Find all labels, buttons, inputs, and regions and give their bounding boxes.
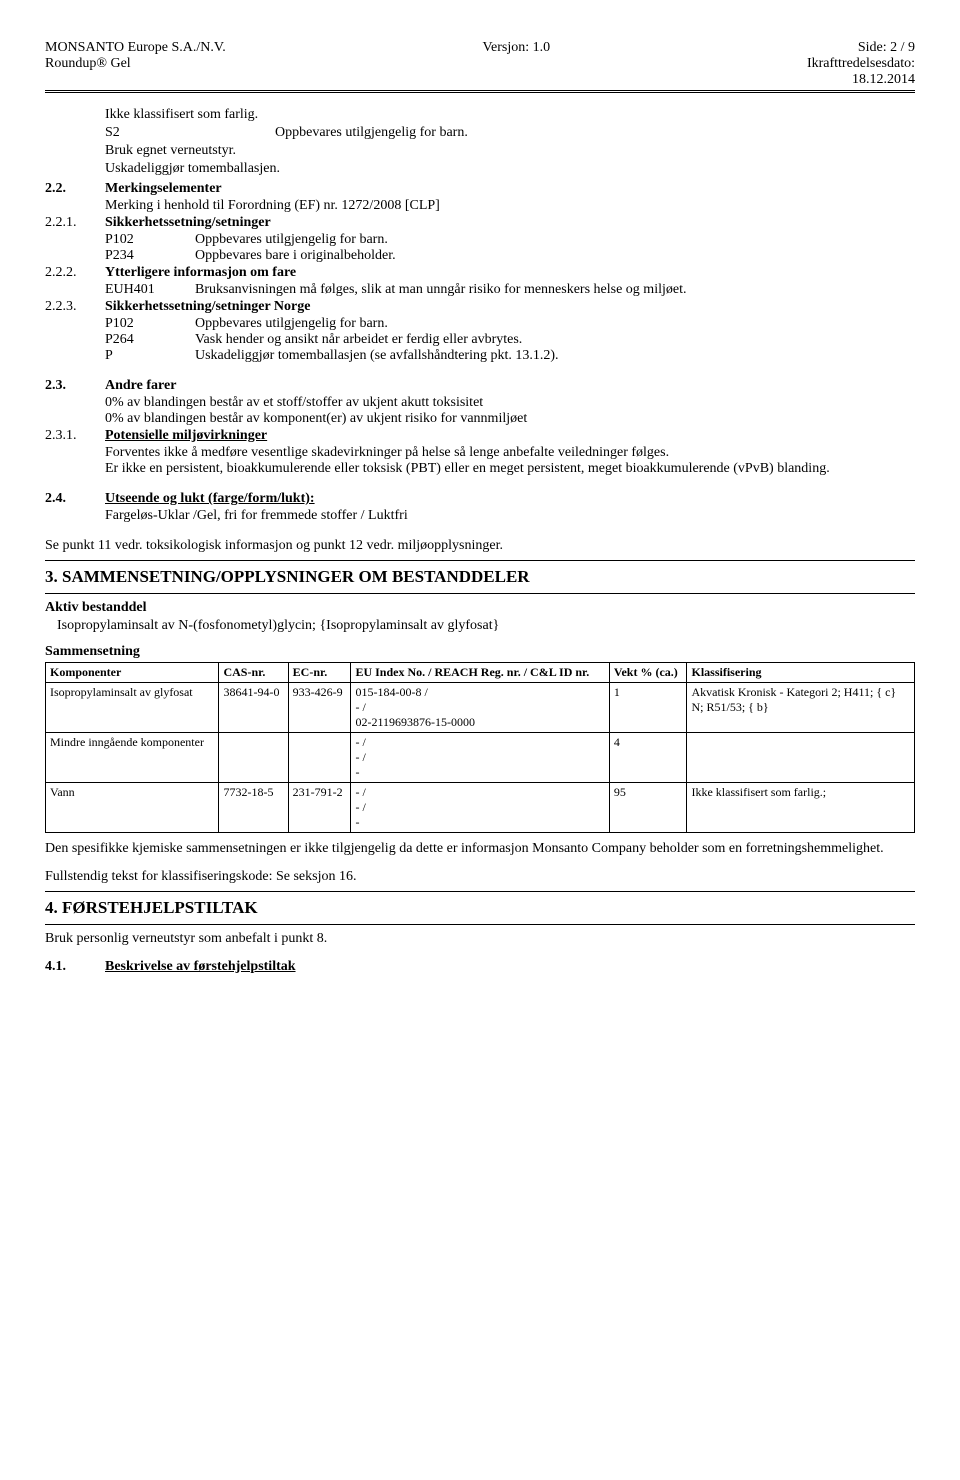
- table-cell: 015-184-00-8 / - / 02-2119693876-15-0000: [351, 683, 609, 733]
- table-cell: 933-426-9: [288, 683, 351, 733]
- table-cell: [219, 733, 288, 783]
- table-header: CAS-nr.: [219, 663, 288, 683]
- section-divider: [45, 891, 915, 892]
- body-text: Forventes ikke å medføre vesentlige skad…: [105, 445, 915, 461]
- table-cell: Mindre inngående komponenter: [46, 733, 219, 783]
- intro-line: Bruk egnet verneutstyr.: [105, 143, 915, 159]
- table-row: Vann7732-18-5231-791-2- / - / -95Ikke kl…: [46, 783, 915, 833]
- sec-title: Merkingselementer: [105, 181, 222, 197]
- s2-code: S2: [105, 125, 275, 141]
- sec-title: Utseende og lukt (farge/form/lukt):: [105, 491, 315, 507]
- aktiv-label: Aktiv bestanddel: [45, 600, 915, 616]
- header-divider: [45, 90, 915, 93]
- table-cell: - / - / -: [351, 783, 609, 833]
- p-text: Vask hender og ansikt når arbeidet er fe…: [195, 332, 915, 348]
- table-cell: - / - / -: [351, 733, 609, 783]
- table-cell: 1: [609, 683, 687, 733]
- table-cell: [288, 733, 351, 783]
- table-cell: Isopropylaminsalt av glyfosat: [46, 683, 219, 733]
- body-text: 0% av blandingen består av et stoff/stof…: [105, 395, 915, 411]
- p-text: Oppbevares utilgjengelig for barn.: [195, 316, 915, 332]
- table-cell: Akvatisk Kronisk - Kategori 2; H411; { c…: [687, 683, 915, 733]
- table-header: EC-nr.: [288, 663, 351, 683]
- page-header: MONSANTO Europe S.A./N.V. Roundup® Gel V…: [45, 40, 915, 88]
- table-header: EU Index No. / REACH Reg. nr. / C&L ID n…: [351, 663, 609, 683]
- version-label: Versjon: 1.0: [482, 40, 550, 55]
- body-text: Fargeløs-Uklar /Gel, fri for fremmede st…: [105, 508, 915, 524]
- table-cell: [687, 733, 915, 783]
- sec-title: Andre farer: [105, 378, 176, 394]
- sec-title: Sikkerhetssetning/setninger: [105, 215, 271, 231]
- sec-num: 2.3.1.: [45, 428, 105, 444]
- table-cell: Ikke klassifisert som farlig.;: [687, 783, 915, 833]
- p-text: Uskadeliggjør tomemballasjen (se avfalls…: [195, 348, 915, 364]
- sec3-title: SAMMENSETNING/OPPLYSNINGER OM BESTANDDEL…: [62, 567, 530, 586]
- sec-num: 4.1.: [45, 959, 105, 975]
- sec4-title: FØRSTEHJELPSTILTAK: [62, 898, 258, 917]
- p-code: P102: [105, 232, 195, 248]
- p-code: P: [105, 348, 195, 364]
- table-cell: 38641-94-0: [219, 683, 288, 733]
- sec-title: Potensielle miljøvirkninger: [105, 428, 267, 444]
- see-point: Se punkt 11 vedr. toksikologisk informas…: [45, 538, 915, 554]
- sec-num: 2.3.: [45, 378, 105, 394]
- date-value: 18.12.2014: [852, 72, 915, 88]
- intro-line: Uskadeliggjør tomemballasjen.: [105, 161, 915, 177]
- table-header: Komponenter: [46, 663, 219, 683]
- table-cell: 4: [609, 733, 687, 783]
- p-code: P234: [105, 248, 195, 264]
- p-code: P264: [105, 332, 195, 348]
- aktiv-text: Isopropylaminsalt av N-(fosfonometyl)gly…: [57, 618, 915, 634]
- p-code: P102: [105, 316, 195, 332]
- sec-num: 2.4.: [45, 491, 105, 507]
- table-row: Isopropylaminsalt av glyfosat38641-94-09…: [46, 683, 915, 733]
- sec-title: Beskrivelse av førstehjelpstiltak: [105, 959, 296, 975]
- p-text: Oppbevares bare i originalbeholder.: [195, 248, 915, 264]
- table-cell: Vann: [46, 783, 219, 833]
- table-cell: 95: [609, 783, 687, 833]
- page-side: Side: 2 / 9: [858, 40, 915, 56]
- samm-label: Sammensetning: [45, 644, 915, 660]
- table-cell: 7732-18-5: [219, 783, 288, 833]
- body-text: Er ikke en persistent, bioakkumulerende …: [105, 461, 915, 477]
- company-name: MONSANTO Europe S.A./N.V.: [45, 40, 226, 56]
- sec-num: 2.2.1.: [45, 215, 105, 231]
- intro-block: Ikke klassifisert som farlig. S2 Oppbeva…: [105, 107, 915, 177]
- product-name: Roundup® Gel: [45, 56, 226, 72]
- section-divider: [45, 593, 915, 594]
- sec-num: 2.2.3.: [45, 299, 105, 315]
- intro-line: Ikke klassifisert som farlig.: [105, 107, 915, 123]
- body-text: 0% av blandingen består av komponent(er)…: [105, 411, 915, 427]
- table-cell: 231-791-2: [288, 783, 351, 833]
- sec4-num: 4.: [45, 898, 58, 917]
- sec-num: 2.2.: [45, 181, 105, 197]
- post-table-text: Fullstendig tekst for klassifiseringskod…: [45, 869, 915, 885]
- table-header: Vekt % (ca.): [609, 663, 687, 683]
- sec3-num: 3.: [45, 567, 58, 586]
- composition-table: KomponenterCAS-nr.EC-nr.EU Index No. / R…: [45, 662, 915, 833]
- p-text: Oppbevares utilgjengelig for barn.: [195, 232, 915, 248]
- table-row: Mindre inngående komponenter - / - / -4: [46, 733, 915, 783]
- sec-title: Ytterligere informasjon om fare: [105, 265, 296, 281]
- date-label: Ikrafttredelsesdato:: [807, 56, 915, 72]
- sec-subtitle: Merking i henhold til Forordning (EF) nr…: [105, 198, 915, 214]
- sec-title: Sikkerhetssetning/setninger Norge: [105, 299, 310, 315]
- euh-text: Bruksanvisningen må følges, slik at man …: [195, 282, 915, 298]
- table-header: Klassifisering: [687, 663, 915, 683]
- euh-code: EUH401: [105, 282, 195, 298]
- section-divider: [45, 924, 915, 925]
- s2-text: Oppbevares utilgjengelig for barn.: [275, 125, 468, 141]
- sec4-body: Bruk personlig verneutstyr som anbefalt …: [45, 931, 915, 947]
- post-table-text: Den spesifikke kjemiske sammensetningen …: [45, 841, 915, 857]
- section-divider: [45, 560, 915, 561]
- sec-num: 2.2.2.: [45, 265, 105, 281]
